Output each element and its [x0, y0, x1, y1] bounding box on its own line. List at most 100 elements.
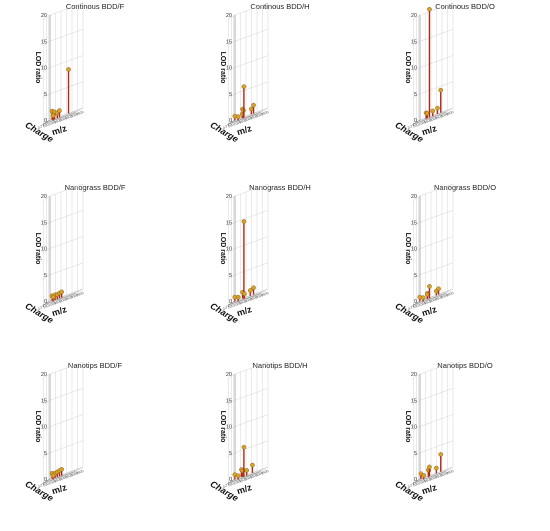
grid-line: [234, 210, 269, 223]
x-tick-label: 1000: [48, 301, 57, 307]
data-point-marker: [427, 464, 432, 470]
x-axis-label: m/z: [235, 123, 253, 137]
chart-panel: Nanograss BDD/O 0 5 10 15 20 LOD ratio 1 2 3 Charg…: [375, 183, 550, 353]
grid-line: [234, 440, 269, 453]
grid-line: [418, 289, 452, 302]
grid-line: [49, 107, 84, 121]
data-point-marker: [241, 219, 247, 224]
grid-line: [419, 29, 454, 42]
y-tick-label: 10: [226, 66, 232, 72]
z-tick-label: 1: [43, 123, 45, 127]
data-point-marker: [250, 462, 255, 468]
grid-line: [49, 361, 84, 375]
grid-line: [234, 466, 269, 480]
x-tick-label: 1500: [238, 477, 247, 483]
y-tick-label: 10: [41, 247, 47, 253]
grid-line: [49, 2, 84, 16]
grid-line: [49, 440, 84, 453]
x-tick-label: 2000: [429, 297, 438, 303]
x-tick-label: 1500: [53, 477, 62, 483]
z-tick-label: 1: [228, 123, 230, 127]
grid-line: [234, 29, 269, 42]
x-tick-label: 500: [42, 482, 49, 488]
x-tick-label: 3000: [255, 293, 264, 299]
data-point-marker: [427, 284, 432, 289]
z-tick-label: 2: [225, 305, 227, 309]
x-tick-label: 500: [42, 304, 49, 310]
z-tick-label: 3: [223, 307, 225, 311]
z-tick-label: 1: [228, 304, 230, 308]
grid-line: [49, 55, 84, 68]
x-axis-label: m/z: [235, 482, 253, 496]
y-axis-label: LOD ratio: [34, 233, 41, 265]
y-tick-label: 15: [226, 220, 232, 226]
grid-line: [234, 2, 269, 16]
data-point-marker: [235, 294, 241, 300]
y-tick-label: 20: [41, 13, 47, 19]
data-point-marker: [436, 286, 441, 292]
grid-line: [419, 2, 454, 16]
y-tick-label: 20: [411, 13, 417, 19]
y-axis-label: LOD ratio: [34, 52, 41, 84]
chart-title: Nanotips BDD/F: [68, 361, 123, 370]
x-tick-label: 500: [412, 304, 419, 310]
x-tick-label: 3000: [440, 112, 449, 118]
chart-panel: Nanotips BDD/O 0 5 10 15 20 LOD ratio 1 2 3 Charge…: [375, 361, 550, 531]
grid-line: [419, 361, 454, 375]
y-tick-label: 0: [44, 477, 47, 483]
y-tick-label: 20: [226, 372, 232, 378]
x-axis-line: [227, 112, 261, 125]
y-tick-label: 0: [44, 118, 47, 124]
y-tick-label: 0: [44, 299, 47, 305]
x-tick-label: 1000: [233, 479, 242, 485]
grid-line: [46, 110, 80, 123]
grid-line: [49, 262, 84, 275]
z-tick-label: 3: [38, 307, 40, 311]
data-point-marker: [438, 452, 444, 457]
grid-line: [234, 183, 269, 197]
x-axis-line: [42, 471, 76, 484]
chart-title: Continous BDD/F: [66, 2, 125, 11]
x-tick-label: 500: [227, 123, 234, 129]
x-axis-label: m/z: [420, 123, 438, 137]
x-axis-line: [412, 112, 446, 125]
z-tick-label: 2: [225, 483, 227, 487]
grid-line: [234, 361, 269, 375]
x-axis-line: [412, 471, 446, 484]
x-tick-label: 1000: [418, 301, 427, 307]
grid-line: [49, 210, 84, 223]
grid-line: [419, 388, 454, 401]
x-tick-label: 2000: [244, 297, 253, 303]
data-point-marker: [242, 291, 247, 297]
chart-panel: Continous BDD/O 0 5 10 15 20 LOD ratio 1 2 3 Charg…: [375, 2, 550, 172]
grid-line: [419, 414, 454, 427]
x-axis-label: m/z: [420, 482, 438, 496]
x-axis-line: [227, 293, 261, 306]
grid-line: [419, 183, 454, 197]
y-tick-label: 10: [226, 247, 232, 253]
y-axis-label: LOD ratio: [404, 52, 411, 84]
x-tick-label: 500: [412, 482, 419, 488]
data-point-marker: [249, 106, 254, 112]
data-point-marker: [251, 285, 256, 291]
y-tick-label: 0: [229, 118, 232, 124]
grid-line: [234, 236, 269, 249]
y-tick-label: 10: [411, 247, 417, 253]
z-tick-label: 2: [40, 124, 42, 128]
x-axis-label: m/z: [420, 304, 438, 318]
y-tick-label: 0: [229, 299, 232, 305]
chart-panel: Nanograss BDD/H 0 5 10 15 20 LOD ratio 1 2 3 Charg…: [190, 183, 370, 353]
z-tick-label: 3: [38, 126, 40, 130]
y-tick-label: 15: [411, 398, 417, 404]
grid-line: [231, 469, 265, 482]
y-tick-label: 20: [226, 13, 232, 19]
x-tick-label: 3500: [445, 469, 454, 475]
grid-line: [234, 414, 269, 427]
chart-title: Nanograss BDD/F: [65, 183, 126, 192]
x-tick-label: 2500: [64, 114, 73, 120]
x-tick-label: 2500: [64, 473, 73, 479]
